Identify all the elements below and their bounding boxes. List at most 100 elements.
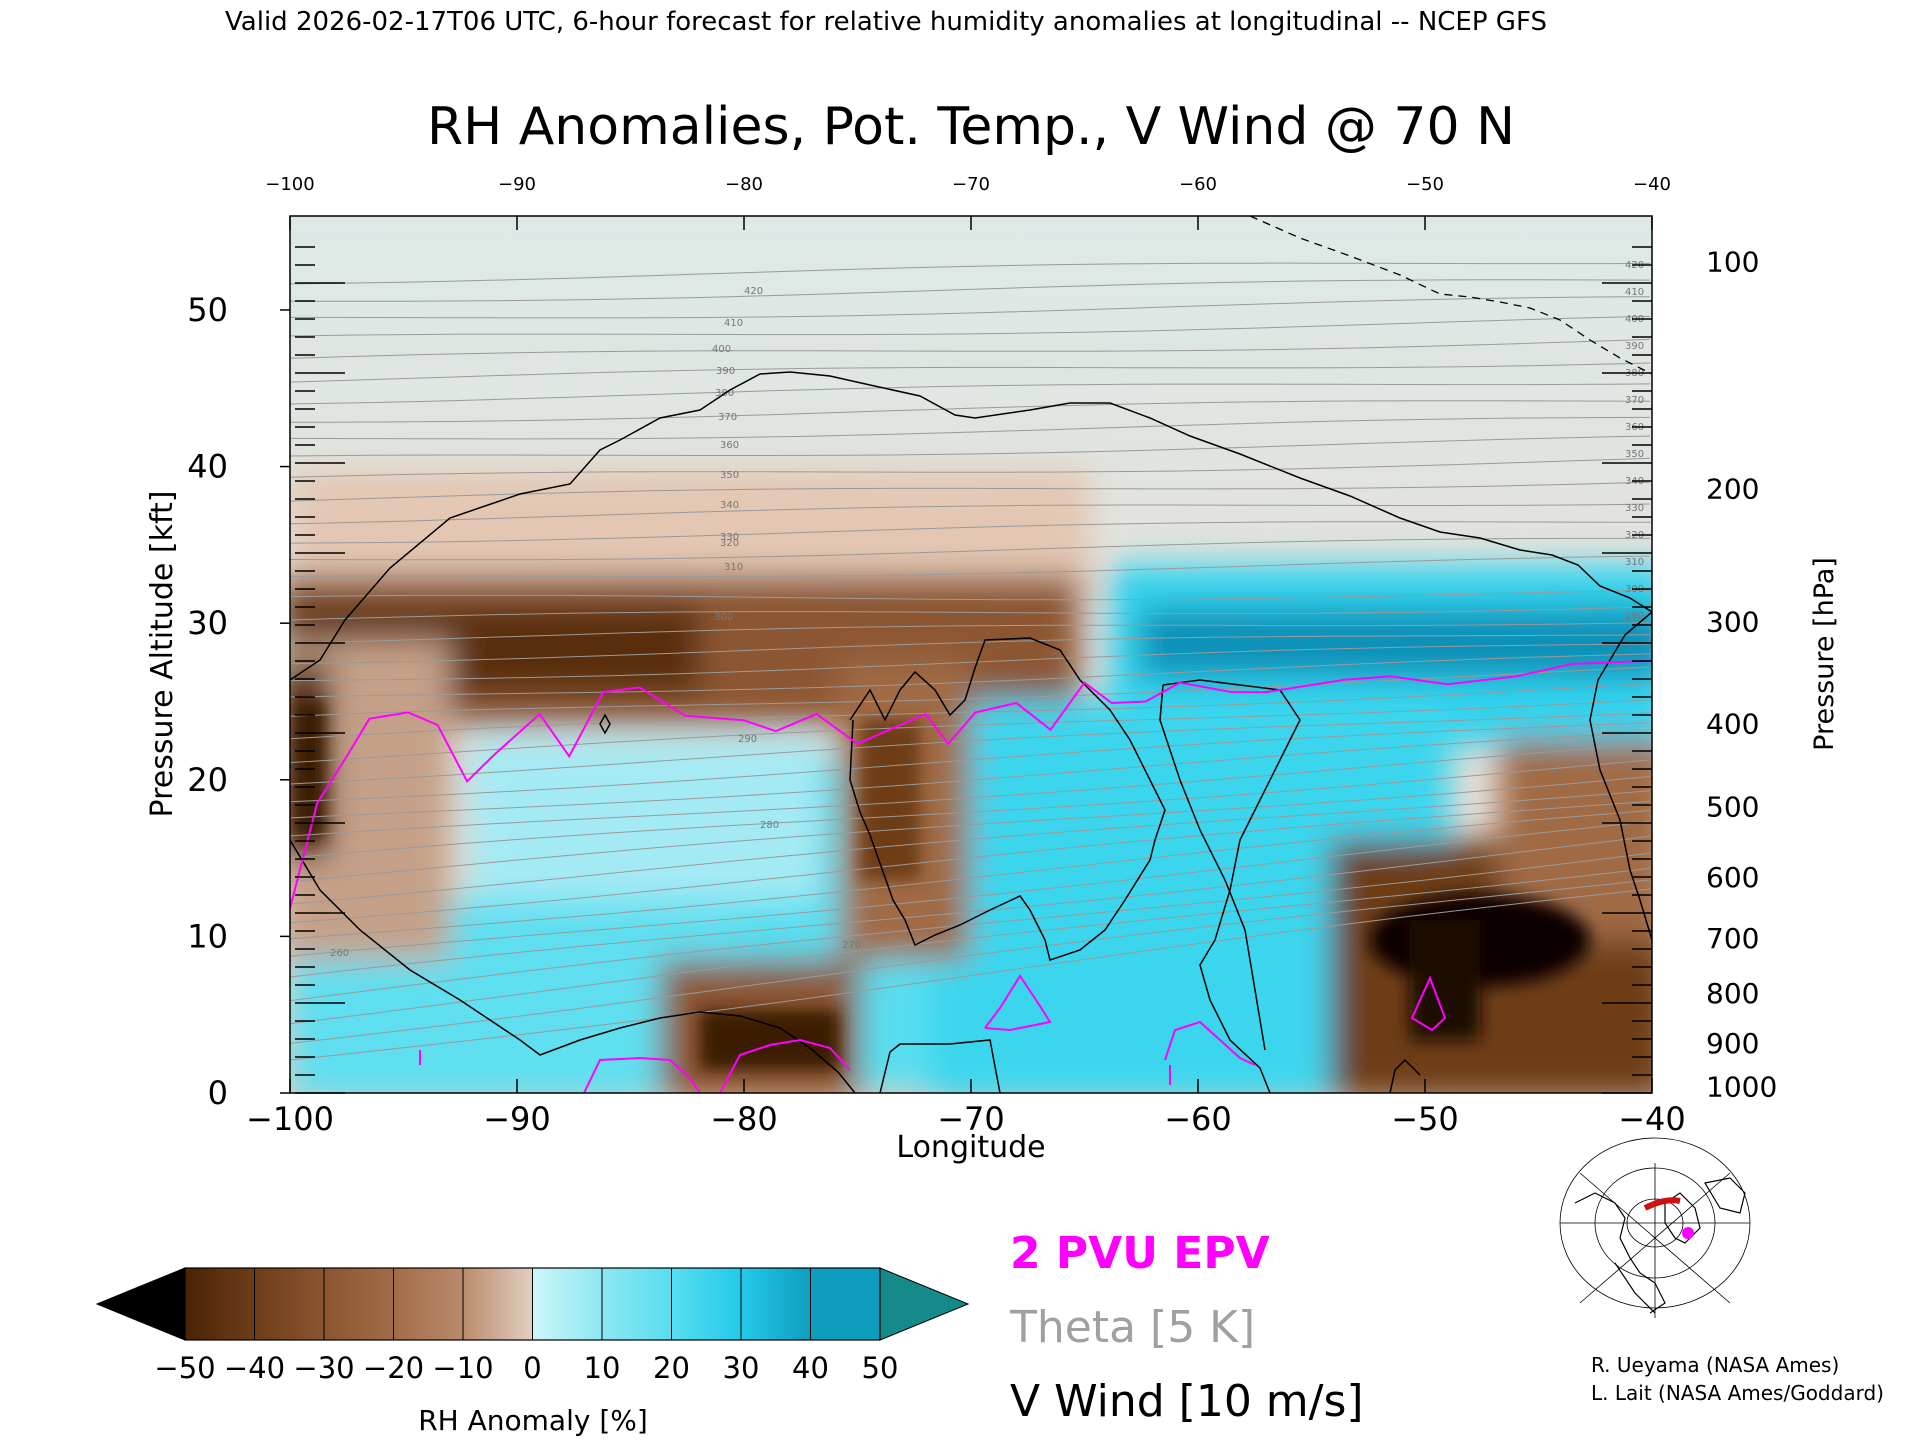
inset-location-marker [1682,1227,1694,1239]
theta-contour-line [290,416,1651,440]
epv-main-line [290,659,1652,909]
theta-contour-label: 410 [1625,287,1644,298]
colorbar-tick-label: 10 [584,1351,621,1385]
epv-low-mid [719,1038,851,1093]
valid-time-line: Valid 2026-02-17T06 UTC, 6-hour forecast… [225,7,1547,37]
epv-2pvu-contours [290,659,1652,1093]
x-tick-label: −70 [937,1100,1005,1138]
theta-contour-line [290,383,1651,405]
theta-contour-label: 330 [1625,503,1644,514]
colorbar-tick-label: −30 [293,1351,354,1385]
inset-track [1643,1197,1681,1211]
v-wind-contour-west-low [290,839,856,1093]
top-x-tick-label: −100 [265,174,314,195]
theta-contour-line [290,279,1651,302]
colorbar-tick-label: −50 [154,1351,215,1385]
theta-contour-line [290,262,1651,285]
theta-contour-line [290,537,1650,561]
pressure-tick-label: 1000 [1706,1071,1777,1104]
theta-contour-line [290,888,1651,1061]
theta-contour-line [290,503,1651,525]
pressure-tick-label: 200 [1706,472,1759,505]
top-x-tick-label: −90 [498,174,536,195]
colorbar-segment [393,1268,463,1340]
v-wind-contour-east [1162,679,1301,1093]
pressure-tick-label: 400 [1706,707,1759,740]
theta-contour-label: 370 [718,412,737,423]
theta-contour-label: 390 [1625,341,1644,352]
theta-contour-label: 270 [842,940,861,951]
x-tick-label: −80 [710,1100,778,1138]
colorbar: −50 −40 −30 −20 −10 0 10 20 30 40 50 [95,1267,970,1385]
pressure-tick-label: 600 [1706,861,1759,894]
theta-contour-line [290,682,1651,740]
v-wind-contour-central [879,1039,1001,1093]
theta-contour-line [290,800,1651,924]
colorbar-tick-label: 30 [723,1351,760,1385]
top-x-tick-label: −70 [952,174,990,195]
v-wind-diamond [599,713,611,735]
colorbar-segment [532,1268,602,1340]
colorbar-tick-label: 20 [653,1351,690,1385]
theta-contour-line [290,712,1651,785]
theta-contour-label: 290 [1625,611,1644,622]
theta-contour-line [290,731,1651,819]
theta-contour-label: 280 [760,820,779,831]
colorbar-segment [810,1268,880,1340]
y-tick-label: 40 [187,448,228,486]
theta-contour-line [290,852,1651,1002]
theta-contour-label: 400 [712,344,731,355]
legend-epv: 2 PVU EPV [1010,1228,1270,1279]
colorbar-segment [671,1268,741,1340]
theta-contour-line [290,338,1651,359]
theta-contour-line [290,521,1650,544]
x-axis-label: Longitude [896,1130,1045,1165]
top-x-tick-label: −50 [1406,174,1444,195]
theta-contour-line [290,790,1651,905]
theta-contour-line [290,606,1651,621]
theta-contour-line [290,481,1651,502]
theta-contour-line [290,666,1651,717]
colorbar-segment [324,1268,394,1340]
inset-map [1555,1137,1755,1318]
epv-low-east [1164,1020,1256,1066]
theta-contour-line [290,643,1651,682]
theta-contour-label: 290 [738,734,757,745]
theta-contour-line [290,315,1651,337]
epv-low-loop [1410,975,1447,1032]
theta-contour-line [290,835,1651,978]
pressure-tick-label: 100 [1706,245,1759,278]
y-tick-label: 20 [187,761,228,799]
theta-contour-label: 260 [330,948,349,959]
epv-low-dip [984,974,1052,1032]
colorbar-label: RH Anomaly [%] [418,1404,648,1437]
colorbar-tick-label: −40 [224,1351,285,1385]
theta-contour-line [290,867,1651,1025]
theta-contour-line [290,589,1651,601]
colorbar-segment [741,1268,811,1340]
legend-vwind: V Wind [10 m/s] [1010,1376,1364,1427]
y-tick-label: 30 [187,604,228,642]
credit-line-2: L. Lait (NASA Ames/Goddard) [1591,1381,1884,1405]
colorbar-tick-label: −20 [363,1351,424,1385]
y2-axis-label: Pressure [hPa] [1809,557,1840,751]
x-tick-label: −100 [246,1100,334,1138]
pressure-tick-label: 800 [1706,977,1759,1010]
theta-contour-line [290,400,1651,423]
rh-anomaly-field [290,216,1652,1093]
theta-contour-line [290,699,1651,764]
theta-contour-line [290,634,1651,665]
colorbar-low-extension [95,1267,186,1341]
pressure-ticks: 100 200 300 400 500 600 700 800 900 1000 [1706,245,1777,1103]
v-wind-contours [290,216,1652,1093]
theta-contour-label: 420 [744,286,763,297]
x-tick-label: −60 [1164,1100,1232,1138]
colorbar-segment [254,1268,324,1340]
theta-contour-line [290,722,1651,803]
y-tick-label: 50 [187,291,228,329]
v-wind-dashed-contour [1249,216,1652,375]
theta-contour-label: 310 [1625,557,1644,568]
theta-contour-label: 340 [720,500,739,511]
v-wind-contour-small [1389,1058,1421,1093]
